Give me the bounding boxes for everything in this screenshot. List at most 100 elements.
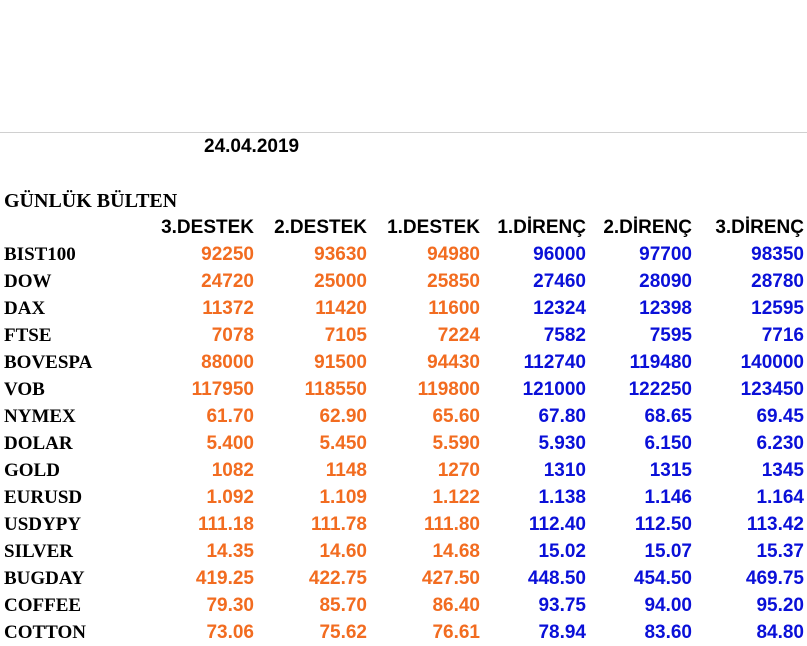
support-value: 91500 [314,352,367,373]
resistance-value: 1310 [543,460,586,481]
resistance-value: 1.138 [538,487,586,508]
resistance-value: 78.94 [538,622,586,643]
instrument-name: SILVER [4,541,74,562]
support-value: 1148 [325,460,367,481]
resistance-value: 28090 [639,271,692,292]
table-row: VOB 117950 118550 119800 121000 122250 123450 [0,376,807,403]
support-value: 14.35 [206,541,254,562]
support-value: 5.450 [319,433,367,454]
table-row: DOW 24720 25000 25850 27460 28090 28780 [0,268,807,295]
support-value: 1082 [211,460,254,481]
support-value: 85.70 [319,595,367,616]
resistance-value: 119480 [629,352,692,373]
resistance-value: 68.65 [644,406,692,427]
resistance-value: 28780 [751,271,804,292]
support-value: 73.06 [206,622,254,643]
resistance-value: 122250 [628,379,692,400]
support-value: 75.62 [319,622,367,643]
support-value: 24720 [201,271,254,292]
table-body: BIST100 92250 93630 94980 96000 97700 98350 DOW… [0,241,807,646]
table-header-row: 3.DESTEK 2.DESTEK 1.DESTEK 1.DİRENÇ 2.Dİ… [0,214,807,241]
support-value: 1270 [437,460,480,481]
resistance-value: 112.40 [528,514,586,535]
resistance-value: 1.164 [756,487,804,508]
support-value: 1.092 [206,487,254,508]
resistance-value: 123450 [740,379,804,400]
table-row: USDYPY 111.18 111.78 111.80 112.40 112.50 113.… [0,511,807,538]
support-value: 93630 [314,244,367,265]
table-row: BIST100 92250 93630 94980 96000 97700 98350 [0,241,807,268]
support-value: 88000 [201,352,254,373]
resistance-value: 83.60 [644,622,692,643]
support-value: 94430 [427,352,480,373]
support-value: 79.30 [206,595,254,616]
support-value: 61.70 [206,406,254,427]
table-row: COFFEE 79.30 85.70 86.40 93.75 94.00 95.20 [0,592,807,619]
support-value: 117950 [191,379,254,400]
instrument-name: FTSE [4,325,52,346]
support-value: 76.61 [432,622,480,643]
support-value: 11420 [315,298,367,319]
table-row: GOLD 1082 1148 1270 1310 1315 1345 [0,457,807,484]
support-value: 14.60 [319,541,367,562]
resistance-value: 12398 [639,298,692,319]
instrument-name: DOLAR [4,433,73,454]
instrument-name: EURUSD [4,487,83,508]
resistance-value: 469.75 [745,568,804,589]
resistance-value: 7595 [649,325,692,346]
support-value: 62.90 [319,406,367,427]
resistance-value: 448.50 [527,568,586,589]
support-value: 119800 [417,379,480,400]
table-row: BUGDAY 419.25 422.75 427.50 448.50 454.50 469.… [0,565,807,592]
support-value: 111.80 [423,514,480,535]
support-value: 5.590 [432,433,480,454]
resistance-value: 84.80 [756,622,804,643]
support-value: 11600 [428,298,480,319]
support-value: 111.78 [310,514,367,535]
support-value: 14.68 [432,541,480,562]
table-row: COTTON 73.06 75.62 76.61 78.94 83.60 84.80 [0,619,807,646]
resistance-value: 94.00 [644,595,692,616]
support-value: 11372 [202,298,254,319]
support-value: 427.50 [421,568,480,589]
instrument-name: COTTON [4,622,87,643]
table-row: DOLAR 5.400 5.450 5.590 5.930 6.150 6.230 [0,430,807,457]
instrument-name: NYMEX [4,406,76,427]
table-row: DAX 11372 11420 11600 12324 12398 12595 [0,295,807,322]
support-value: 422.75 [308,568,367,589]
table-row: NYMEX 61.70 62.90 65.60 67.80 68.65 69.45 [0,403,807,430]
support-value: 86.40 [432,595,480,616]
instrument-name: VOB [4,379,45,400]
resistance-value: 93.75 [538,595,586,616]
support-value: 92250 [201,244,254,265]
column-header: 1.DESTEK [387,217,480,238]
bulletin-title: GÜNLÜK BÜLTEN [4,190,178,212]
resistance-value: 67.80 [538,406,586,427]
resistance-value: 95.20 [756,595,804,616]
resistance-value: 112.50 [634,514,692,535]
instrument-name: COFFEE [4,595,82,616]
report-date: 24.04.2019 [204,136,300,157]
resistance-value: 121000 [522,379,586,400]
resistance-value: 1315 [649,460,692,481]
instrument-name: GOLD [4,460,60,481]
table-row: BOVESPA 88000 91500 94430 112740 119480 140000 [0,349,807,376]
support-value: 111.18 [197,514,254,535]
support-value: 1.122 [432,487,480,508]
support-value: 7224 [437,325,480,346]
resistance-value: 69.45 [756,406,804,427]
support-value: 25000 [314,271,367,292]
resistance-value: 1.146 [644,487,692,508]
support-value: 419.25 [195,568,254,589]
resistance-value: 12324 [533,298,586,319]
resistance-value: 27460 [533,271,586,292]
resistance-value: 15.37 [756,541,804,562]
support-value: 94980 [427,244,480,265]
support-value: 7078 [211,325,254,346]
resistance-value: 15.02 [538,541,586,562]
resistance-value: 12595 [751,298,804,319]
resistance-value: 113.42 [746,514,804,535]
resistance-value: 6.150 [644,433,692,454]
resistance-value: 140000 [740,352,804,373]
column-header: 3.DİRENÇ [715,217,804,238]
